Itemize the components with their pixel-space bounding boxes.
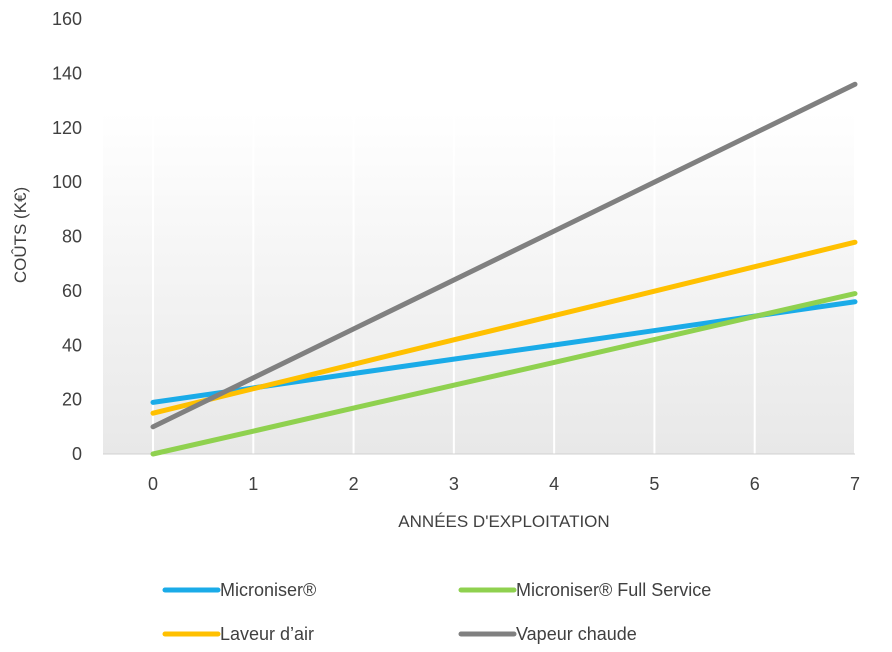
x-tick-label: 0 [148, 474, 158, 494]
tick-labels: 0 20 40 60 80 100 120 140 160 0 1 2 3 4 5 6 7 [52, 9, 860, 494]
plot-area-background [103, 112, 855, 454]
y-tick-label: 80 [62, 227, 82, 247]
series-line-3[interactable] [150, 81, 858, 430]
y-tick-label: 100 [52, 172, 82, 192]
series-lines [150, 81, 858, 457]
legend-item-microniser-full-service[interactable]: Microniser® Full Service [458, 580, 711, 600]
x-tick-label: 5 [649, 474, 659, 494]
gridlines [152, 112, 856, 454]
y-tick-label: 60 [62, 281, 82, 301]
x-tick-label: 7 [850, 474, 860, 494]
x-axis-title: ANNÉES D'EXPLOITATION [398, 512, 609, 531]
y-tick-label: 120 [52, 118, 82, 138]
y-tick-label: 160 [52, 9, 82, 29]
x-tick-label: 6 [750, 474, 760, 494]
y-axis-title: COÛTS (K€) [11, 187, 30, 283]
y-tick-label: 0 [72, 444, 82, 464]
legend-item-microniser[interactable]: Microniser® [162, 580, 316, 600]
legend: Microniser® Microniser® Full Service Lav… [162, 580, 711, 644]
y-tick-label: 140 [52, 63, 82, 83]
legend-item-vapeur-chaude[interactable]: Vapeur chaude [458, 624, 637, 644]
legend-item-laveur-dair[interactable]: Laveur d’air [162, 624, 314, 644]
y-tick-label: 20 [62, 390, 82, 410]
legend-label-vapeur-chaude: Vapeur chaude [516, 624, 637, 644]
legend-label-microniser-full-service: Microniser® Full Service [516, 580, 711, 600]
legend-label-laveur-dair: Laveur d’air [220, 624, 314, 644]
series-line-1[interactable] [150, 291, 858, 457]
legend-label-microniser: Microniser® [220, 580, 316, 600]
x-tick-label: 1 [248, 474, 258, 494]
series-line-2[interactable] [150, 239, 858, 416]
y-tick-label: 40 [62, 335, 82, 355]
x-tick-label: 4 [549, 474, 559, 494]
x-tick-label: 2 [349, 474, 359, 494]
x-tick-label: 3 [449, 474, 459, 494]
